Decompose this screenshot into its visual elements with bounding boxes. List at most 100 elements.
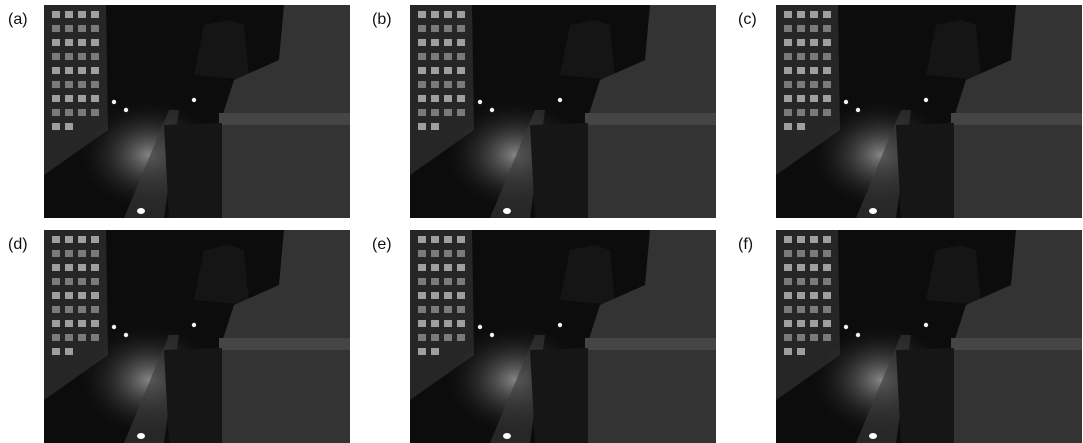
window [78, 53, 86, 60]
street-lamp [924, 323, 928, 327]
window [65, 123, 73, 130]
window [823, 39, 831, 46]
window [91, 67, 99, 74]
night-photo [776, 230, 1082, 443]
window [444, 81, 452, 88]
window [91, 278, 99, 285]
window [78, 11, 86, 18]
roof-ledge [219, 338, 350, 350]
window [65, 39, 73, 46]
window [823, 292, 831, 299]
lower-structure [530, 348, 588, 443]
window [418, 95, 426, 102]
window [52, 348, 60, 355]
window [65, 236, 73, 243]
foreground-light [503, 208, 511, 214]
window [65, 264, 73, 271]
window [784, 250, 792, 257]
street-lamp [124, 108, 128, 112]
night-photo [44, 5, 350, 218]
window [418, 25, 426, 32]
window [823, 306, 831, 313]
window [418, 39, 426, 46]
window [52, 39, 60, 46]
window [52, 11, 60, 18]
window [797, 292, 805, 299]
panel-label: (d) [8, 236, 28, 254]
window [784, 264, 792, 271]
window [823, 320, 831, 327]
window [431, 95, 439, 102]
street-lamp [856, 108, 860, 112]
window [78, 236, 86, 243]
window [52, 81, 60, 88]
window [91, 53, 99, 60]
window [784, 25, 792, 32]
window [65, 11, 73, 18]
window [418, 81, 426, 88]
window [823, 53, 831, 60]
window [784, 292, 792, 299]
street-lamp [924, 98, 928, 102]
window [784, 236, 792, 243]
window [797, 67, 805, 74]
window [78, 39, 86, 46]
window [418, 53, 426, 60]
window [457, 306, 465, 313]
night-photo [44, 230, 350, 443]
window [823, 278, 831, 285]
window [810, 53, 818, 60]
lower-structure [530, 123, 588, 218]
window [457, 109, 465, 116]
window [65, 306, 73, 313]
window [457, 292, 465, 299]
window [784, 95, 792, 102]
window [797, 109, 805, 116]
window [457, 250, 465, 257]
window [810, 292, 818, 299]
window [823, 264, 831, 271]
window [444, 292, 452, 299]
street-lamp [192, 98, 196, 102]
window [52, 250, 60, 257]
window [810, 25, 818, 32]
window [78, 264, 86, 271]
window [431, 123, 439, 130]
street-lamp [558, 98, 562, 102]
roof-ledge [585, 113, 716, 125]
lower-structure [164, 123, 222, 218]
window [431, 11, 439, 18]
window [91, 250, 99, 257]
window [78, 278, 86, 285]
window [457, 334, 465, 341]
window [78, 334, 86, 341]
window [444, 25, 452, 32]
window [431, 250, 439, 257]
window [810, 306, 818, 313]
window [65, 53, 73, 60]
window [444, 95, 452, 102]
window [91, 81, 99, 88]
window [444, 109, 452, 116]
window [823, 334, 831, 341]
window [823, 250, 831, 257]
window [52, 25, 60, 32]
window [91, 320, 99, 327]
window [65, 292, 73, 299]
window [823, 236, 831, 243]
window [797, 236, 805, 243]
window [431, 53, 439, 60]
window [810, 334, 818, 341]
window [797, 264, 805, 271]
window [797, 39, 805, 46]
window [78, 25, 86, 32]
window [823, 95, 831, 102]
window [797, 11, 805, 18]
window [431, 109, 439, 116]
panel-label: (f) [738, 236, 753, 254]
window [78, 95, 86, 102]
foreground-light [503, 433, 511, 439]
window [784, 39, 792, 46]
night-photo [776, 5, 1082, 218]
window [431, 236, 439, 243]
